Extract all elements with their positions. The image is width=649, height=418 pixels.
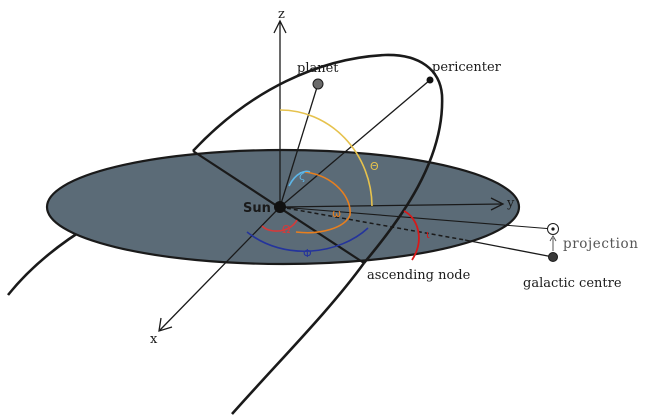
galactic-centre-label: galactic centre (523, 276, 622, 291)
projection-marker-dot (551, 227, 555, 231)
planet-label: planet (297, 61, 339, 76)
theta-symbol: Θ (370, 160, 379, 173)
omega-arc (295, 171, 351, 234)
ascending-node-label: ascending node (367, 268, 471, 283)
z-axis-label: z (278, 7, 285, 22)
pericenter-label: pericenter (432, 60, 502, 75)
iota-arc (403, 210, 420, 261)
galactic-centre-line (464, 239, 554, 258)
galactic-centre-line-dashed (279, 206, 466, 241)
planet-marker (312, 78, 324, 90)
z-axis-arrowhead (273, 19, 287, 34)
y-axis-label: y (506, 196, 515, 211)
Phi-symbol: Φ (303, 247, 312, 260)
sun-pericenter-line (279, 79, 431, 208)
y-axis (279, 203, 503, 208)
projection-arrowhead (549, 235, 557, 242)
sun-planet-line (279, 83, 319, 208)
projection-line (279, 206, 554, 230)
x-axis-arrowhead (158, 317, 173, 332)
Omega-arc (261, 219, 298, 232)
sun-label: Sun (243, 201, 271, 216)
Omega-symbol: Ω (282, 223, 290, 236)
galactic-centre-marker (548, 252, 558, 262)
projection-label: projection (563, 236, 639, 252)
sun-marker (274, 201, 286, 213)
omega-symbol: ω (332, 207, 341, 220)
zeta-symbol: ζ (299, 170, 305, 183)
pericenter-marker (426, 76, 434, 84)
orbit-upper-segment (192, 53, 444, 264)
y-axis-arrowhead (490, 197, 505, 211)
zeta-arc (288, 170, 311, 187)
Phi-arc (246, 227, 369, 252)
iota-symbol: ι (426, 228, 430, 241)
orbit-lower-segment (231, 262, 366, 415)
x-axis-label: x (150, 332, 158, 347)
x-axis (159, 206, 281, 331)
theta-arc (279, 109, 373, 207)
